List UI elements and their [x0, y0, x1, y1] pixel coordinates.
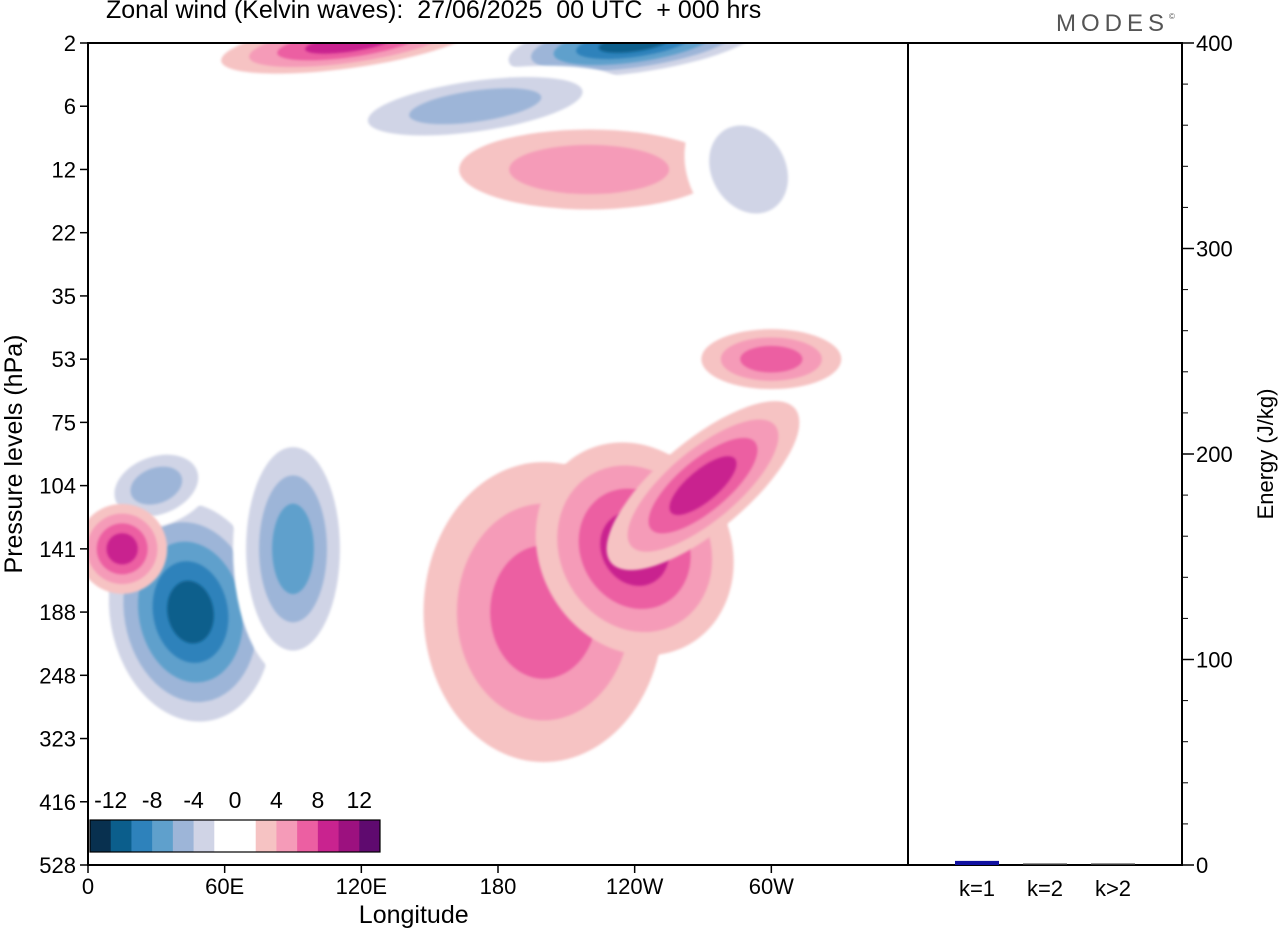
energy-bar-label: k>2 — [1095, 876, 1131, 901]
y-tick-label: 248 — [39, 663, 76, 688]
energy-tick-label: 200 — [1196, 442, 1233, 467]
x-tick-label: 0 — [82, 874, 94, 899]
colorbar-frame — [89, 819, 381, 853]
colorbar-swatch — [131, 820, 153, 852]
colorbar-swatch — [359, 820, 381, 852]
chart-title: Zonal wind (Kelvin waves): 27/06/2025 00… — [106, 0, 762, 24]
x-tick-label: 120W — [606, 874, 664, 899]
logo-mark: © — [1169, 12, 1175, 21]
energy-bar — [1023, 863, 1067, 865]
x-axis-label: Longitude — [359, 901, 469, 929]
energy-bar — [955, 860, 999, 865]
contour-feature — [684, 97, 813, 242]
contour-level — [509, 144, 670, 195]
contour-level — [669, 456, 737, 516]
colorbar-swatch — [255, 820, 277, 852]
colorbar-label: -4 — [183, 787, 204, 813]
logo-text: MODES — [1056, 10, 1170, 37]
contour-field — [88, 43, 842, 763]
colorbar-label: -8 — [142, 787, 162, 813]
contour-feature — [326, 65, 624, 147]
y-tick-label: 53 — [52, 347, 76, 372]
y-axis-label: Pressure levels (hPa) — [0, 335, 28, 574]
x-tick-label: 60E — [205, 874, 244, 899]
contour-level — [740, 345, 803, 373]
contour-feature — [88, 503, 168, 594]
x-tick-label: 60W — [749, 874, 794, 899]
modes-logo: MODES© — [1056, 10, 1175, 38]
energy-bar-panel: 0 100 200 300 400 Energy (J/kg) k=1 k=2 k>2 — [907, 31, 1278, 901]
colorbar-label: 4 — [270, 787, 283, 813]
y-tick-label: 104 — [39, 474, 76, 499]
y-tick-label: 12 — [52, 157, 76, 182]
y-tick-label: 35 — [52, 284, 76, 309]
energy-tick-label: 0 — [1196, 853, 1208, 878]
contour-level — [272, 503, 314, 595]
colorbar-swatch — [90, 820, 112, 852]
y-tick-label: 323 — [39, 727, 76, 752]
colorbar-label: -12 — [94, 787, 127, 813]
y-tick-label: 141 — [39, 537, 76, 562]
colorbar-swatch — [193, 820, 215, 852]
energy-tick-label: 300 — [1196, 237, 1233, 262]
colorbar-swatch — [235, 820, 257, 852]
colorbar-label: 8 — [311, 787, 324, 813]
colorbar-swatch — [214, 820, 236, 852]
y-tick-label: 6 — [64, 94, 76, 119]
contour-feature — [701, 329, 842, 390]
contour-feature — [606, 401, 800, 571]
contour-feature — [233, 418, 353, 679]
colorbar-swatch — [338, 820, 360, 852]
contour-level — [409, 88, 542, 125]
contour-level — [709, 125, 788, 214]
bar-panel-frame — [907, 42, 1183, 866]
energy-bar-label: k=2 — [1027, 876, 1063, 901]
colorbar-swatch — [317, 820, 340, 852]
colorbar-swatch — [172, 820, 195, 852]
energy-bar-label: k=1 — [959, 876, 995, 901]
colorbar-label: 0 — [229, 787, 242, 813]
contour-level — [130, 466, 183, 505]
energy-bar — [1091, 863, 1135, 865]
contour-feature — [459, 129, 720, 210]
y-tick-label: 22 — [52, 221, 76, 246]
x-tick-label: 120E — [336, 874, 387, 899]
energy-tick-label: 400 — [1196, 31, 1233, 56]
colorbar-swatch — [297, 820, 319, 852]
colorbar: -12 -8 -4 0 4 8 12 — [89, 787, 381, 853]
energy-tick-label: 100 — [1196, 648, 1233, 673]
y-tick-label: 528 — [39, 853, 76, 878]
contour-level — [167, 580, 214, 644]
y-tick-label: 416 — [39, 790, 76, 815]
colorbar-swatch — [152, 820, 174, 852]
y-tick-label: 75 — [52, 410, 76, 435]
colorbar-label: 12 — [346, 787, 372, 813]
y-tick-label: 188 — [39, 600, 76, 625]
colorbar-swatch — [276, 820, 298, 852]
x-tick-label: 180 — [480, 874, 517, 899]
energy-axis-label: Energy (J/kg) — [1253, 389, 1278, 520]
colorbar-swatch — [110, 820, 132, 852]
y-tick-label: 2 — [64, 31, 76, 56]
contour-level — [106, 533, 138, 565]
